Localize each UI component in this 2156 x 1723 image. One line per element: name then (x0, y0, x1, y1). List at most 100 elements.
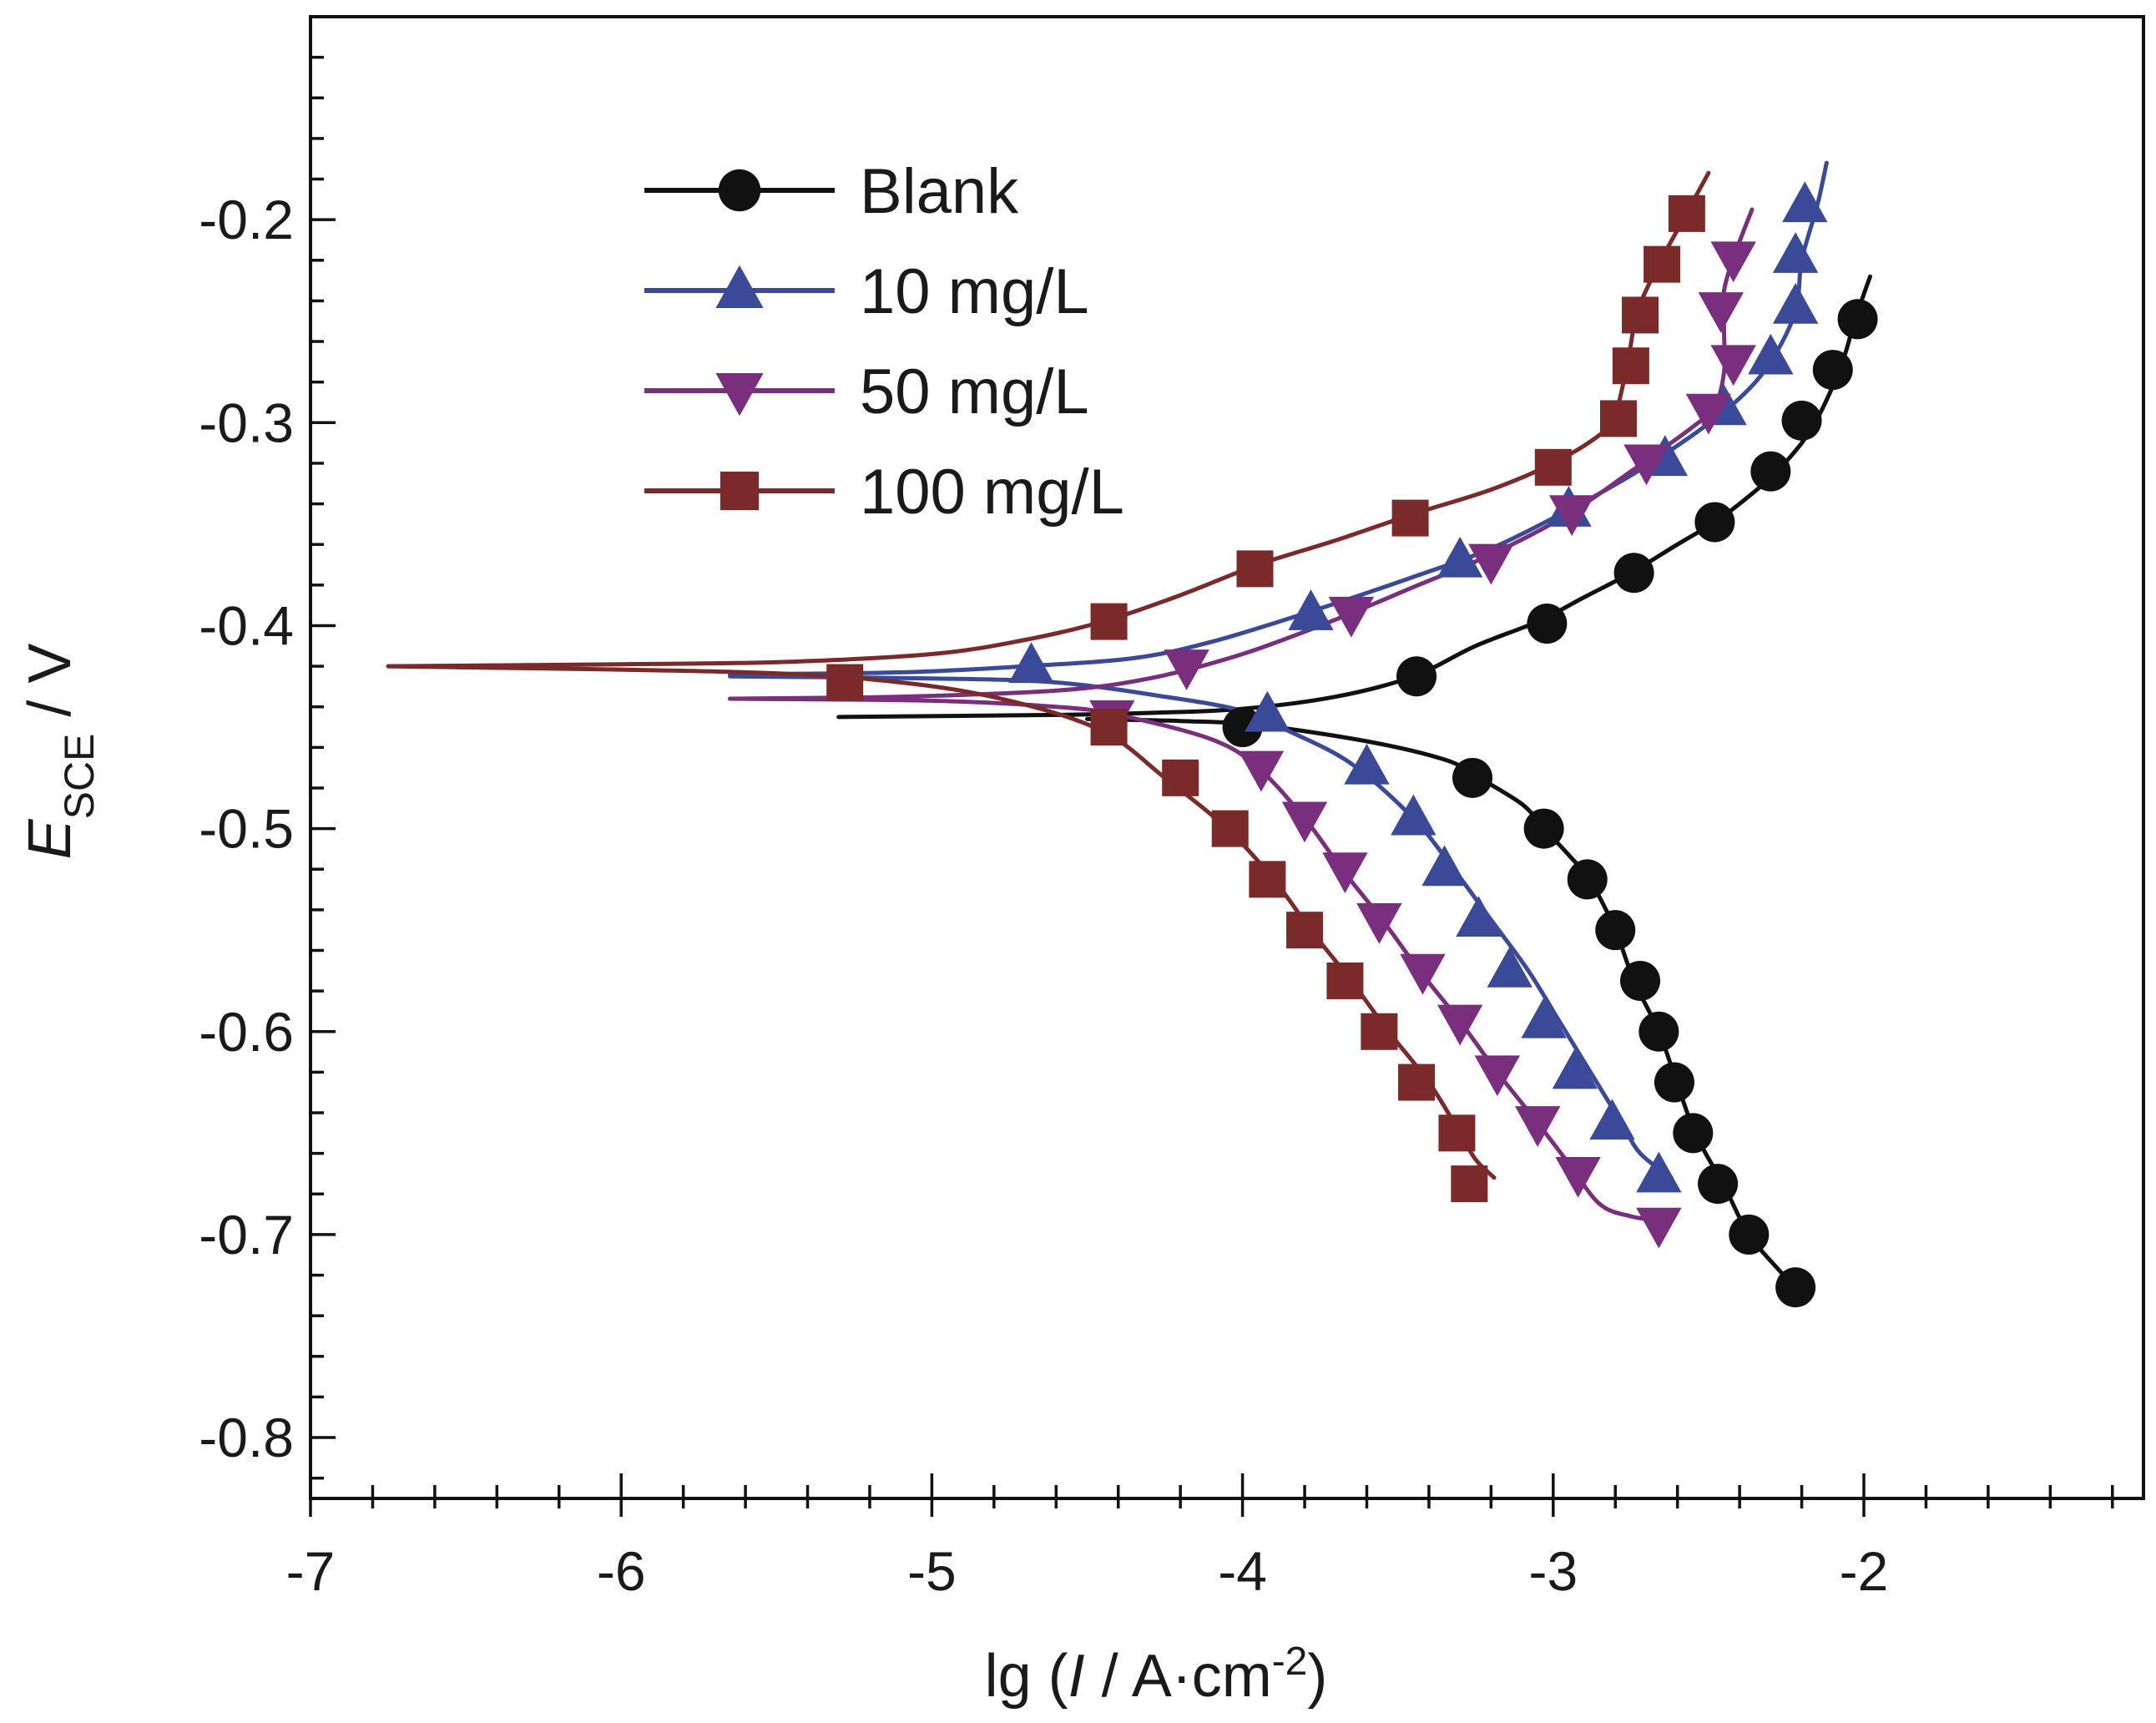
data-point-100-mg-l (1398, 1064, 1436, 1101)
data-point-10-mg-l (1772, 232, 1819, 273)
data-point-blank (1620, 960, 1661, 1001)
data-markers (826, 181, 1878, 1308)
x-tick-label: -5 (907, 1540, 957, 1602)
y-tick-label: -0.4 (199, 594, 294, 656)
data-point-blank (1567, 859, 1608, 900)
x-axis-title: lg (I / A·cm-2) (985, 1640, 1328, 1710)
data-point-100-mg-l (1534, 448, 1572, 486)
data-point-blank (1729, 1214, 1770, 1255)
series-line-cathodic-100-mg-l (386, 664, 1497, 1180)
x-tick-labels: -7 -6 -5 -4 -3 -2 (286, 1540, 1889, 1602)
data-point-blank (1837, 299, 1878, 340)
series-line-anodic-blank (836, 274, 1872, 720)
data-point-100-mg-l (1361, 1013, 1398, 1050)
data-point-blank (1638, 1011, 1679, 1052)
plot-area (309, 15, 2145, 1500)
y-axis-title: ESCE / V (17, 644, 103, 860)
data-point-10-mg-l (1008, 642, 1054, 684)
x-tick-label: -2 (1840, 1540, 1889, 1602)
data-point-50-mg-l (1164, 649, 1209, 690)
data-point-50-mg-l (1515, 1106, 1561, 1147)
data-point-50-mg-l (1698, 292, 1744, 333)
data-point-blank (1812, 350, 1853, 391)
legend-marker-50-mg-l (715, 373, 764, 417)
data-point-blank (1781, 400, 1822, 441)
data-point-100-mg-l (1644, 245, 1681, 283)
data-point-10-mg-l (1344, 743, 1390, 785)
series-line-anodic-100-mg-l (386, 170, 1711, 669)
x-tick-label: -7 (286, 1540, 336, 1602)
y-tick-label: -0.6 (199, 1001, 294, 1063)
data-point-50-mg-l (1710, 241, 1756, 283)
data-point-50-mg-l (1322, 852, 1368, 894)
data-point-50-mg-l (1468, 543, 1514, 585)
legend-marker-blank (718, 169, 761, 212)
data-point-100-mg-l (1451, 1165, 1488, 1203)
data-point-100-mg-l (1090, 603, 1128, 640)
data-point-100-mg-l (1211, 810, 1249, 847)
data-point-100-mg-l (1326, 962, 1364, 999)
data-point-50-mg-l (1400, 953, 1446, 995)
axis-ticks (309, 15, 2114, 1517)
data-point-50-mg-l (1548, 495, 1595, 537)
y-tick-label: -0.2 (199, 189, 294, 250)
data-point-blank (1452, 757, 1493, 798)
data-point-100-mg-l (1286, 912, 1324, 949)
data-point-10-mg-l (1521, 997, 1567, 1038)
data-point-10-mg-l (1589, 1099, 1635, 1140)
data-point-50-mg-l (1710, 345, 1756, 387)
data-point-50-mg-l (1685, 393, 1732, 435)
data-point-50-mg-l (1555, 1156, 1601, 1198)
legend-label-50-mg-l: 50 mg/L (860, 356, 1089, 427)
data-point-blank (1595, 910, 1636, 951)
y-tick-label: -0.3 (199, 392, 294, 453)
data-point-50-mg-l (1356, 903, 1402, 944)
data-point-100-mg-l (1599, 400, 1637, 437)
data-point-10-mg-l (1772, 282, 1819, 324)
data-point-50-mg-l (1238, 750, 1285, 792)
series-line-cathodic-10-mg-l (728, 674, 1674, 1180)
data-point-10-mg-l (1245, 690, 1290, 732)
data-point-10-mg-l (1552, 1048, 1598, 1089)
data-point-10-mg-l (1421, 845, 1467, 887)
data-point-blank (1527, 604, 1568, 644)
data-point-100-mg-l (1391, 499, 1429, 537)
data-point-50-mg-l (1281, 801, 1328, 843)
legend-label-blank: Blank (860, 156, 1019, 227)
data-point-50-mg-l (1636, 1207, 1682, 1249)
data-point-100-mg-l (1622, 296, 1659, 334)
data-point-blank (1694, 502, 1735, 543)
legend-marker-100-mg-l (720, 471, 760, 511)
data-point-blank (1750, 451, 1791, 492)
data-point-10-mg-l (1456, 896, 1502, 937)
x-tick-label: -6 (597, 1540, 646, 1602)
data-point-blank (1613, 553, 1654, 594)
legend: Blank 10 mg/L 50 mg/L 100 mg/L (644, 156, 1124, 528)
legend-label-10-mg-l: 10 mg/L (860, 256, 1089, 327)
data-point-blank (1698, 1164, 1739, 1205)
legend-label-100-mg-l: 100 mg/L (860, 457, 1124, 528)
data-point-blank (1654, 1062, 1694, 1103)
data-point-100-mg-l (1438, 1114, 1476, 1152)
y-tick-label: -0.8 (199, 1407, 294, 1468)
y-tick-label: -0.5 (199, 798, 294, 860)
x-tick-label: -3 (1528, 1540, 1578, 1602)
x-tick-label: -4 (1218, 1540, 1267, 1602)
series-line-cathodic-blank (1085, 716, 1798, 1290)
data-point-10-mg-l (1487, 947, 1532, 988)
data-point-blank (1523, 808, 1564, 849)
data-point-blank (1222, 707, 1263, 748)
data-point-10-mg-l (1782, 181, 1828, 223)
data-point-10-mg-l (1436, 536, 1483, 578)
data-point-10-mg-l (1391, 794, 1436, 836)
data-point-50-mg-l (1436, 1004, 1483, 1046)
data-point-10-mg-l (1288, 589, 1334, 630)
data-point-10-mg-l (1636, 1151, 1682, 1193)
data-point-10-mg-l (1748, 333, 1794, 375)
legend-marker-10-mg-l (715, 265, 764, 308)
data-point-blank (1673, 1113, 1714, 1154)
y-tick-label: -0.7 (199, 1204, 294, 1266)
data-point-blank (1775, 1267, 1816, 1308)
data-point-100-mg-l (1090, 709, 1128, 746)
